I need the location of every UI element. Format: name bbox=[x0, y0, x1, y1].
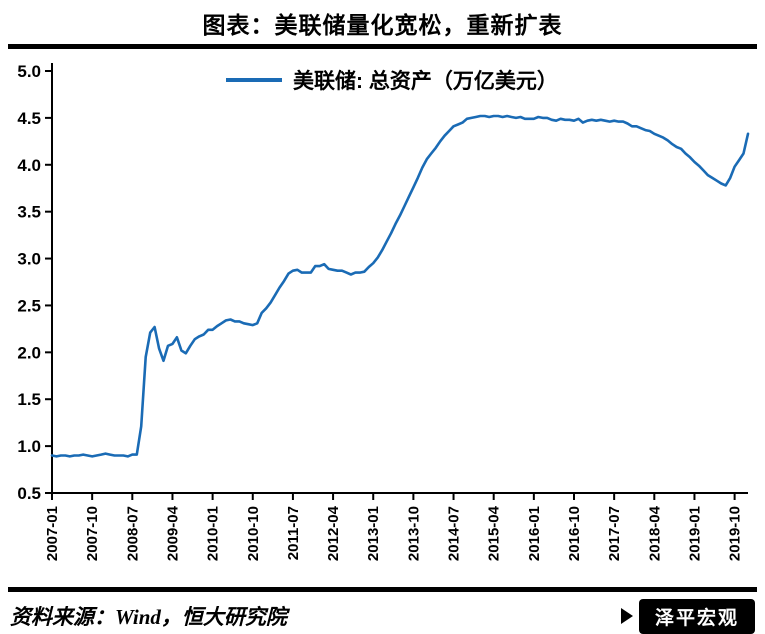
x-tick-label: 2016-01 bbox=[526, 506, 543, 561]
y-tick-label: 0.5 bbox=[17, 484, 41, 503]
bottom-divider bbox=[8, 587, 757, 592]
chart-series bbox=[50, 114, 750, 458]
y-tick-label: 2.0 bbox=[17, 343, 41, 362]
x-tick-label: 2019-10 bbox=[727, 506, 744, 561]
x-tick-label: 2015-04 bbox=[486, 505, 503, 561]
legend-label: 美联储: 总资产（万亿美元） bbox=[293, 69, 558, 93]
y-tick-label: 4.0 bbox=[17, 156, 41, 175]
brand-watermark: 泽平宏观 bbox=[620, 598, 755, 634]
y-tick-label: 3.5 bbox=[17, 203, 41, 222]
x-tick-label: 2019-01 bbox=[686, 506, 703, 561]
chart-axes: 0.5 1.0 1.5 2.0 2.5 3.0 3.5 4.0 4.5 5.0 2007-01 200… bbox=[17, 62, 748, 561]
fed-assets-line-chart: 0.5 1.0 1.5 2.0 2.5 3.0 3.5 4.0 4.5 5.0 2007-01 200… bbox=[17, 62, 750, 561]
x-tick-label: 2011-07 bbox=[285, 506, 302, 560]
top-divider bbox=[8, 44, 757, 49]
x-tick-label: 2013-01 bbox=[365, 506, 382, 561]
x-tick-label: 2013-10 bbox=[405, 506, 422, 561]
x-tick-label: 2016-10 bbox=[566, 506, 583, 561]
footer: 资料来源：Wind，恒大研究院 泽平宏观 bbox=[0, 592, 765, 634]
page-title: 图表：美联储量化宽松，重新扩表 bbox=[202, 12, 563, 38]
x-tick-label: 2014-07 bbox=[446, 506, 463, 561]
y-tick-label: 5.0 bbox=[17, 62, 41, 81]
x-tick-label: 2010-10 bbox=[245, 506, 262, 561]
x-tick-label: 2007-10 bbox=[84, 506, 101, 561]
x-tick-label: 2009-04 bbox=[164, 505, 181, 561]
x-tick-label: 2012-04 bbox=[325, 505, 342, 561]
x-tick-label: 2010-01 bbox=[205, 506, 222, 561]
y-tick-label: 2.5 bbox=[17, 296, 41, 315]
x-tick-label: 2017-07 bbox=[606, 506, 623, 561]
x-tick-label: 2018-04 bbox=[646, 505, 663, 561]
y-tick-label: 1.0 bbox=[17, 437, 41, 456]
x-tick-label: 2007-01 bbox=[44, 506, 61, 561]
x-tick-label: 2008-07 bbox=[124, 506, 141, 561]
y-tick-label: 3.0 bbox=[17, 250, 41, 269]
y-tick-label: 4.5 bbox=[17, 109, 41, 128]
source-text: 资料来源：Wind，恒大研究院 bbox=[10, 605, 287, 629]
brand-label: 泽平宏观 bbox=[638, 598, 755, 634]
chart-legend: 美联储: 总资产（万亿美元） bbox=[226, 69, 558, 93]
series-line bbox=[50, 114, 750, 458]
y-tick-label: 1.5 bbox=[17, 390, 41, 409]
brand-triangle-icon bbox=[620, 608, 633, 624]
